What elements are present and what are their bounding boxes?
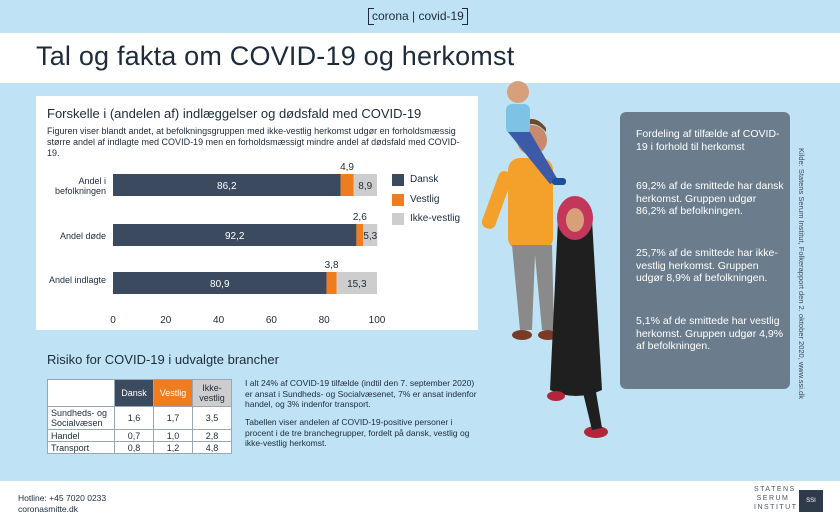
child-shoe: [552, 178, 566, 185]
data-label-vestlig-2: 3,8: [325, 260, 339, 271]
table-cell: 2,8: [192, 429, 232, 442]
category-label-indlagte: Andel indlagte: [48, 275, 106, 285]
source-note: Kilde: Statens Serum Institut, Folkerapp…: [797, 148, 806, 399]
woman-dress: [550, 209, 602, 396]
org-name-line: STATENS: [754, 486, 796, 493]
legend-label-ikke-vestlig: Ikke-vestlig: [410, 213, 461, 224]
woman-shoe: [547, 391, 565, 401]
table-cell: 3,5: [192, 406, 232, 430]
column-header-dansk: Dansk: [114, 379, 154, 407]
bar-vestlig-0: [340, 174, 354, 196]
bar-vestlig-2: [326, 272, 337, 294]
bar-dansk-1: [113, 224, 357, 246]
bar-dansk-0: [113, 174, 341, 196]
x-tick-label: 20: [160, 315, 172, 326]
legend-label-vestlig: Vestlig: [410, 194, 440, 205]
risk-note-1: I alt 24% af COVID-19 tilfælde (indtil d…: [245, 378, 477, 409]
category-label-befolkning: Andel i befolkningen: [54, 176, 106, 196]
data-label-dansk-1: 92,2: [225, 231, 245, 242]
table-row: Sundheds- og Socialvæsen 1,6 1,7 3,5: [47, 406, 232, 430]
chart-description: Figuren viser blandt andet, at befolknin…: [47, 126, 460, 158]
table-cell: 4,8: [192, 441, 232, 454]
chart-heading: Forskelle i (andelen af) indlæggelser og…: [47, 106, 422, 121]
distribution-card-title: Fordeling af tilfælde af COVID-19 i forh…: [636, 128, 780, 153]
hotline-text: Hotline: +45 7020 0233: [18, 493, 107, 503]
row-label: Sundheds- og Socialvæsen: [47, 406, 115, 430]
risk-title: Risiko for COVID-19 i udvalgte brancher: [47, 352, 279, 367]
table-row: Transport 0,8 1,2 4,8: [47, 441, 232, 454]
page-title: Tal og fakta om COVID-19 og herkomst: [36, 41, 515, 71]
table-cell: 1,2: [153, 441, 193, 454]
bar-vestlig-1: [356, 224, 364, 246]
x-tick-label: 80: [319, 315, 331, 326]
category-label-doede: Andel døde: [59, 231, 106, 241]
topic-tag: corona | covid-19: [368, 8, 468, 25]
website-link[interactable]: coronasmitte.dk: [18, 504, 78, 514]
risk-note-2: Tabellen viser andelen af COVID-19-posit…: [245, 417, 470, 448]
x-tick-label: 0: [110, 315, 116, 326]
man-trousers: [512, 245, 554, 330]
distribution-card-ikke-vestlig: 25,7% af de smittede har ikke-vestlig he…: [636, 247, 778, 284]
data-label-ikke-vestlig-1: 5,3: [363, 231, 377, 242]
table-corner: [47, 379, 115, 407]
data-label-ikke-vestlig-0: 8,9: [358, 181, 372, 192]
column-header-ikke-vestlig: Ikke-vestlig: [192, 379, 232, 407]
data-label-ikke-vestlig-2: 15,3: [347, 279, 367, 290]
distribution-card-vestlig: 5,1% af de smittede har vestlig herkomst…: [636, 315, 784, 352]
x-tick-label: 40: [213, 315, 225, 326]
risk-table: Dansk Vestlig Ikke-vestlig Sundheds- og …: [47, 379, 232, 454]
bar-dansk-2: [113, 272, 327, 294]
bar-ikke-vestlig-0: [353, 174, 377, 196]
child-head: [507, 81, 529, 103]
legend-swatch-dansk: [392, 174, 404, 186]
table-row: Handel 0,7 1,0 2,8: [47, 429, 232, 442]
data-label-vestlig-1: 2,6: [353, 212, 367, 223]
distribution-card: Fordeling af tilfælde af COVID-19 i forh…: [620, 112, 790, 389]
legend-swatch-ikke-vestlig: [392, 213, 404, 225]
man-shirt: [508, 158, 553, 250]
child-trousers: [508, 132, 558, 184]
distribution-card-dansk: 69,2% af de smittede har dansk herkomst.…: [636, 180, 784, 217]
child-shirt: [506, 104, 530, 134]
bar-ikke-vestlig-1: [363, 224, 378, 246]
row-label: Transport: [47, 441, 115, 454]
woman-face: [566, 208, 584, 232]
org-name-line: SERUM: [756, 495, 790, 502]
bar-ikke-vestlig-2: [336, 272, 377, 294]
legend-label-dansk: Dansk: [410, 174, 439, 185]
family-illustration: [481, 81, 608, 438]
table-cell: 0,7: [114, 429, 154, 442]
row-label: Handel: [47, 429, 115, 442]
data-label-dansk-0: 86,2: [217, 181, 237, 192]
data-label-dansk-2: 80,9: [210, 279, 230, 290]
top-bar: [0, 0, 840, 33]
man-arm: [481, 171, 513, 229]
x-tick-label: 60: [266, 315, 278, 326]
table-header-row: Dansk Vestlig Ikke-vestlig: [47, 379, 232, 407]
table-cell: 0,8: [114, 441, 154, 454]
legend-swatch-vestlig: [392, 194, 404, 206]
table-cell: 1,0: [153, 429, 193, 442]
data-label-vestlig-0: 4,9: [340, 162, 354, 173]
column-header-vestlig: Vestlig: [153, 379, 193, 407]
ssi-logo-icon: SSI: [799, 490, 823, 512]
woman-leg: [580, 380, 602, 430]
footer: [0, 481, 840, 522]
man-shoe: [512, 330, 532, 340]
org-name-line: INSTITUT: [754, 504, 798, 511]
table-cell: 1,6: [114, 406, 154, 430]
woman-shoe: [584, 426, 608, 438]
table-cell: 1,7: [153, 406, 193, 430]
x-tick-label: 100: [369, 315, 386, 326]
title-bar: [0, 33, 840, 83]
